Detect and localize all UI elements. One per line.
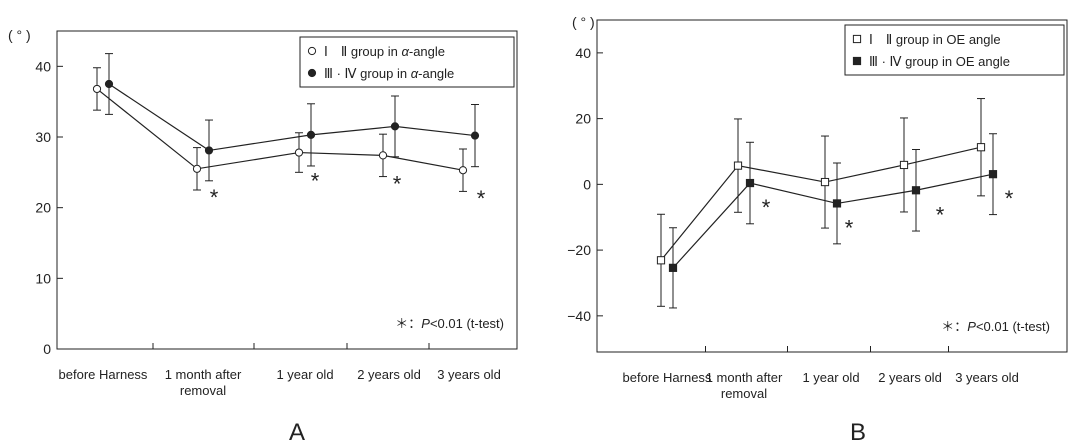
series-line [660, 146, 982, 261]
legend-marker [852, 34, 862, 44]
plot-frame-A [56, 30, 518, 350]
significance-asterisk: * [936, 202, 945, 227]
plot-frame-B [596, 19, 1068, 353]
y-tick-label: 0 [583, 176, 591, 192]
legend-entry: Ⅰ Ⅱ group in OE angle [869, 32, 1001, 47]
series-line [672, 173, 994, 269]
data-point [911, 186, 921, 195]
y-tick-label: 10 [35, 270, 51, 286]
data-point [656, 256, 666, 265]
x-category-label: 2 years old [878, 370, 942, 385]
x-category-label: 3 years old [437, 367, 501, 382]
legend-entry: Ⅲ · Ⅳ group in OE angle [869, 54, 1010, 69]
data-point [192, 164, 202, 173]
data-point [306, 130, 316, 139]
data-point [390, 122, 400, 131]
x-category-label: before Harness [623, 370, 712, 385]
data-point [745, 178, 755, 188]
data-point [668, 263, 678, 272]
data-point [458, 166, 468, 175]
data-point [988, 170, 998, 179]
p-value-annotation: ＊：P<0.01 (t-test) [395, 316, 504, 331]
y-tick-label: 20 [35, 200, 51, 216]
legend-entry: Ⅰ Ⅱ group in α-angle [324, 44, 445, 59]
x-category-label: 2 years old [357, 367, 421, 382]
data-point [820, 177, 830, 187]
data-point [976, 143, 986, 152]
legend-marker [307, 46, 317, 56]
legend-marker [307, 68, 317, 78]
x-category-label: 1 year old [802, 370, 859, 385]
legend-marker [852, 56, 862, 66]
legend-box [299, 36, 515, 88]
x-category-label: before Harness [59, 367, 148, 382]
significance-asterisk: * [1005, 186, 1014, 211]
legend-box [844, 24, 1065, 76]
panel-label: B [850, 419, 866, 445]
p-value-annotation: ＊：P<0.01 (t-test) [941, 319, 1050, 334]
x-category-label: 1 month after [706, 370, 783, 385]
panel-label: A [289, 419, 305, 445]
significance-asterisk: * [845, 215, 854, 240]
significance-asterisk: * [210, 185, 219, 210]
series-line [96, 88, 464, 171]
x-category-label: 1 month after [165, 367, 242, 382]
data-point [733, 161, 743, 170]
y-tick-label: 40 [575, 45, 591, 61]
data-point [899, 160, 909, 170]
x-category-label: removal [721, 386, 767, 401]
significance-asterisk: * [393, 171, 402, 196]
significance-asterisk: * [311, 169, 320, 194]
data-point [204, 146, 214, 155]
y-unit-label: ( ° ) [572, 14, 595, 30]
data-point [470, 131, 480, 140]
legend-entry: Ⅲ · Ⅳ group in α-angle [324, 66, 454, 81]
x-category-label: 1 year old [276, 367, 333, 382]
data-point [294, 148, 304, 157]
y-unit-label: ( ° ) [8, 27, 31, 43]
data-point [92, 84, 102, 94]
x-category-label: 3 years old [955, 370, 1019, 385]
data-point [832, 199, 842, 208]
data-point [378, 151, 388, 160]
y-tick-label: 20 [575, 111, 591, 127]
series-line [108, 83, 476, 152]
significance-asterisk: * [762, 195, 771, 220]
y-tick-label: −40 [567, 308, 591, 324]
y-tick-label: −20 [567, 242, 591, 258]
significance-asterisk: * [477, 186, 486, 211]
y-tick-label: 30 [35, 129, 51, 145]
y-tick-label: 40 [35, 58, 51, 74]
y-tick-label: 0 [43, 341, 51, 357]
x-category-label: removal [180, 383, 226, 398]
data-point [104, 79, 114, 89]
